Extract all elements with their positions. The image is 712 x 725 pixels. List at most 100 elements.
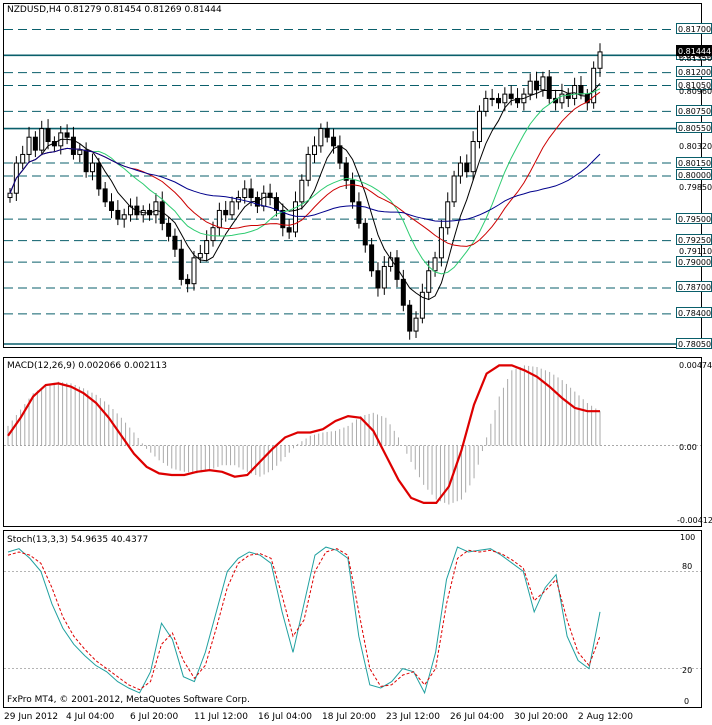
- copyright-text: FxPro MT4, © 2001-2012, MetaQuotes Softw…: [7, 695, 250, 705]
- candle-body: [318, 128, 324, 147]
- candle-body: [331, 136, 337, 147]
- candle-body: [400, 278, 406, 306]
- candle-body: [559, 93, 565, 104]
- ma-green-line: [9, 88, 601, 275]
- candle-body: [153, 201, 159, 216]
- stochastic-panel[interactable]: Stoch(13,3,3) 54.9635 40.4377 FxPro MT4,…: [3, 530, 702, 708]
- candle-body: [337, 145, 343, 164]
- candle-body: [210, 227, 216, 242]
- candle-body: [273, 197, 279, 211]
- candle-body: [172, 235, 178, 250]
- stoch-axis-0: 0: [684, 697, 690, 706]
- candle-body: [166, 222, 172, 237]
- candle-body: [407, 304, 413, 332]
- candle-body: [197, 253, 203, 259]
- candle-body: [20, 153, 26, 164]
- candle-body: [254, 197, 260, 207]
- macd-panel[interactable]: MACD(12,26,9) 0.002066 0.002113: [3, 357, 702, 527]
- candle-body: [508, 93, 514, 99]
- candle-body: [369, 244, 375, 272]
- candle-body: [572, 85, 578, 99]
- candle-body: [527, 80, 533, 95]
- time-label: 30 Jul 20:00: [514, 712, 568, 722]
- candle-body: [178, 248, 184, 280]
- candle-body: [134, 205, 140, 216]
- candle-body: [45, 128, 51, 143]
- time-label: 16 Jul 04:00: [258, 712, 312, 722]
- candle-body: [286, 227, 292, 233]
- candle-body: [515, 97, 521, 104]
- stoch-header: Stoch(13,3,3) 54.9635 40.4377: [7, 535, 149, 545]
- candle-body: [546, 76, 552, 99]
- candle-body: [64, 132, 70, 138]
- macd-svg: [4, 364, 701, 505]
- candle-body: [464, 162, 470, 173]
- candle-body: [204, 240, 210, 255]
- time-label: 11 Jul 12:00: [194, 712, 248, 722]
- candle-body: [324, 128, 330, 138]
- candle-body: [115, 209, 121, 220]
- candle-body: [32, 136, 38, 151]
- price-chart-panel[interactable]: NZDUSD,H4 0.81279 0.81454 0.81269 0.8144…: [3, 3, 702, 348]
- candle-body: [83, 149, 89, 173]
- price-chart-svg: [4, 29, 701, 345]
- candle-body: [375, 270, 381, 289]
- macd-axis-top: 0.00474: [679, 361, 712, 370]
- candle-body: [362, 222, 368, 246]
- stoch-axis-100: 100: [680, 533, 696, 542]
- time-label: 29 Jun 2012: [4, 712, 59, 722]
- candle-body: [438, 227, 444, 259]
- stoch-d-line: [7, 548, 601, 691]
- candle-body: [426, 270, 432, 293]
- candle-body: [26, 136, 32, 155]
- candle-body: [495, 97, 501, 104]
- candle-body: [292, 201, 298, 233]
- candle-body: [280, 209, 286, 229]
- candle-body: [96, 162, 102, 190]
- candle-body: [7, 192, 13, 199]
- ma-black-line: [9, 83, 601, 301]
- macd-axis-bottom: -0.00412: [677, 516, 712, 525]
- candle-body: [540, 76, 546, 91]
- stochastic-svg: [4, 546, 701, 695]
- candle-body: [109, 201, 115, 211]
- candle-body: [305, 153, 311, 181]
- candle-body: [565, 93, 571, 99]
- candle-body: [591, 67, 597, 104]
- candle-body: [432, 257, 438, 272]
- candle-body: [534, 80, 540, 91]
- candle-body: [70, 136, 76, 155]
- candle-body: [159, 201, 165, 224]
- candle-body: [483, 97, 489, 112]
- candle-body: [261, 192, 267, 207]
- candle-body: [102, 188, 108, 203]
- candle-body: [248, 188, 254, 199]
- stoch-axis-80: 80: [682, 562, 693, 571]
- macd-axis-zero: 0.00: [679, 443, 697, 452]
- candle-body: [229, 201, 235, 216]
- candle-body: [578, 85, 584, 95]
- candle-body: [381, 265, 387, 289]
- time-label: 2 Aug 12:00: [578, 712, 633, 722]
- candle-body: [242, 188, 248, 199]
- candle-body: [77, 149, 83, 155]
- candle-body: [489, 97, 495, 100]
- candle-body: [216, 209, 222, 229]
- macd-header: MACD(12,26,9) 0.002066 0.002113: [7, 361, 167, 371]
- candle-body: [476, 110, 482, 143]
- candle-body: [299, 179, 305, 203]
- candle-body: [356, 201, 362, 224]
- candle-body: [39, 128, 45, 151]
- candle-body: [223, 209, 229, 216]
- candle-body: [470, 141, 476, 173]
- time-label: 18 Jul 20:00: [322, 712, 376, 722]
- candle-body: [413, 317, 419, 332]
- macd-signal-line: [7, 364, 600, 504]
- time-label: 4 Jul 04:00: [66, 712, 115, 722]
- symbol-header: NZDUSD,H4 0.81279 0.81454 0.81269 0.8144…: [7, 5, 222, 15]
- candle-body: [121, 214, 127, 220]
- candle-body: [185, 278, 191, 285]
- candle-body: [597, 51, 603, 69]
- time-label: 6 Jul 20:00: [130, 712, 179, 722]
- candle-body: [267, 192, 273, 199]
